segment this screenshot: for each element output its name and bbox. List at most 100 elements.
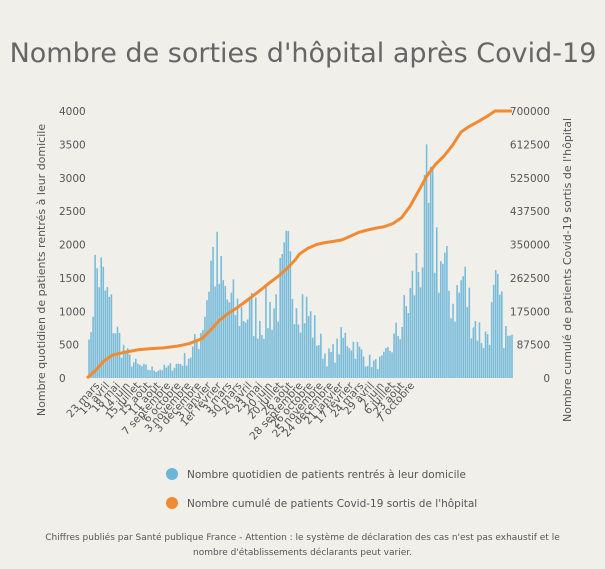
daily-bar: [405, 306, 408, 378]
right-tick-label: 175000: [510, 306, 550, 318]
daily-bar: [452, 303, 454, 378]
daily-bar: [196, 340, 198, 378]
daily-bar: [289, 251, 292, 378]
daily-bar: [350, 350, 353, 378]
daily-bar: [492, 284, 495, 378]
daily-bar: [151, 366, 153, 378]
daily-bar: [155, 372, 157, 378]
daily-bar: [484, 331, 487, 378]
left-tick-label: 1000: [59, 306, 86, 318]
daily-bar: [244, 322, 247, 378]
daily-bar: [486, 334, 489, 378]
daily-bar: [466, 307, 469, 378]
daily-bar: [179, 364, 182, 378]
left-tick-label: 3000: [59, 173, 86, 185]
daily-bar: [228, 302, 231, 378]
daily-bar: [397, 336, 399, 378]
daily-bar: [336, 338, 338, 378]
daily-bar: [448, 290, 450, 378]
daily-bar: [94, 254, 96, 378]
daily-bar: [191, 346, 194, 378]
daily-bar: [409, 288, 412, 378]
legend-item-daily[interactable]: Nombre quotidien de patients rentrés à l…: [166, 468, 466, 481]
daily-bar: [143, 363, 145, 378]
daily-bar: [283, 242, 286, 378]
daily-bar: [387, 346, 389, 378]
daily-bar: [169, 363, 172, 378]
daily-bar: [376, 369, 379, 378]
daily-bar: [511, 334, 513, 378]
daily-bar: [171, 370, 174, 378]
daily-bar: [429, 166, 432, 378]
daily-bar: [214, 286, 216, 378]
daily-bar: [240, 307, 243, 378]
daily-bar: [305, 296, 308, 378]
daily-bar: [423, 174, 426, 378]
daily-bar: [444, 252, 446, 378]
daily-bar: [218, 283, 220, 378]
daily-bar: [153, 370, 155, 378]
daily-bar: [277, 321, 279, 378]
daily-bar: [478, 322, 481, 378]
daily-bar: [122, 344, 125, 378]
daily-bar: [488, 344, 491, 378]
daily-bar: [309, 311, 312, 378]
daily-bar: [200, 333, 202, 378]
daily-bar: [299, 332, 302, 378]
left-tick-label: 500: [59, 340, 79, 352]
left-axis-label: Nombre quotidien de patients rentrés à l…: [35, 124, 48, 416]
chart-title: Nombre de sorties d'hôpital après Covid-…: [10, 38, 597, 69]
daily-bar: [458, 292, 460, 378]
daily-bar: [135, 358, 137, 378]
daily-bar: [212, 246, 214, 378]
daily-bar: [206, 300, 208, 378]
daily-bar: [393, 333, 395, 378]
daily-bar: [120, 357, 123, 378]
daily-bar: [98, 287, 101, 378]
daily-bar: [470, 338, 473, 378]
daily-bar: [482, 348, 485, 378]
daily-bar: [417, 271, 420, 378]
daily-bar: [263, 338, 265, 378]
legend-item-cumulative[interactable]: Nombre cumulé de patients Covid-19 sorti…: [166, 497, 477, 510]
daily-bar: [352, 341, 355, 378]
daily-bar: [356, 341, 359, 378]
daily-bar: [236, 298, 239, 378]
daily-bar: [348, 348, 351, 378]
daily-bar: [411, 270, 414, 378]
daily-bar: [431, 169, 434, 378]
daily-bar: [494, 270, 497, 378]
daily-bar: [362, 356, 365, 378]
daily-bar: [440, 261, 442, 378]
daily-bar: [354, 358, 357, 378]
daily-bar: [161, 370, 164, 378]
daily-bar: [454, 321, 456, 378]
daily-bar: [145, 364, 147, 378]
daily-bar: [210, 260, 212, 378]
daily-bar: [271, 329, 273, 378]
daily-bar: [509, 335, 511, 378]
daily-bar: [389, 351, 391, 378]
daily-bar: [496, 273, 499, 378]
daily-bar: [403, 295, 406, 378]
daily-bar: [462, 276, 464, 378]
daily-bar: [291, 298, 294, 378]
daily-bar: [267, 328, 269, 378]
daily-bar: [346, 346, 349, 378]
right-tick-label: 262500: [510, 273, 550, 285]
daily-bar: [383, 351, 385, 378]
daily-bar: [330, 351, 332, 378]
daily-bar: [287, 231, 290, 378]
daily-bar: [399, 339, 401, 378]
daily-bar: [139, 364, 141, 378]
right-tick-label: 350000: [510, 240, 550, 252]
daily-bar: [147, 369, 149, 378]
daily-bar: [311, 337, 314, 378]
left-tick-label: 4000: [59, 106, 86, 118]
daily-bar: [118, 332, 121, 378]
daily-bar: [187, 358, 190, 378]
daily-bar: [265, 286, 267, 378]
daily-bar: [374, 359, 377, 378]
daily-bar: [437, 292, 440, 378]
